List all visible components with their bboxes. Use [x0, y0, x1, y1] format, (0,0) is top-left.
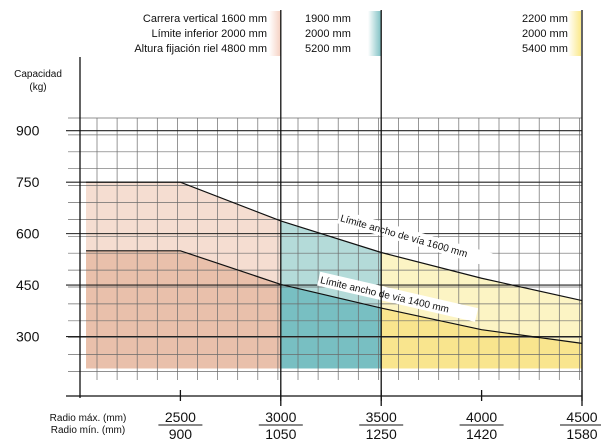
- config-2-color-swatch: [368, 11, 381, 56]
- axes: [66, 10, 583, 406]
- x-tick-min-1050: 1050: [265, 426, 296, 441]
- config-1-line-1: Carrera vertical 1600 mm: [143, 13, 267, 25]
- x-tick-max-4500: 4500: [566, 409, 597, 425]
- x-tick-min-900: 900: [169, 426, 193, 441]
- x-tick-min-1420: 1420: [466, 426, 497, 441]
- y-tick-600: 600: [16, 226, 40, 242]
- config-2-line-1: 1900 mm: [305, 13, 351, 25]
- y-tick-300: 300: [16, 329, 40, 345]
- config-1-line-3: Altura fijación riel 4800 mm: [134, 43, 267, 55]
- config-1-line-2: Límite inferior 2000 mm: [151, 28, 267, 40]
- config-group-1: Carrera vertical 1600 mm Límite inferior…: [134, 11, 281, 56]
- area-lower-teal: [280, 284, 382, 369]
- x-tick-max-4000: 4000: [466, 409, 497, 425]
- x-tick-min-1580: 1580: [566, 426, 597, 441]
- config-3-line-3: 5400 mm: [522, 43, 568, 55]
- y-tick-900: 900: [16, 123, 40, 139]
- limit-line-2: [86, 250, 583, 345]
- y-axis-label-unit: (kg): [29, 82, 46, 93]
- config-group-2: 1900 mm 2000 mm 5200 mm: [305, 11, 381, 56]
- config-2-line-3: 5200 mm: [305, 43, 351, 55]
- limit-label-bg: [336, 209, 497, 268]
- x-tick-max-3000: 3000: [265, 409, 296, 425]
- limit-label-bg: [317, 271, 479, 322]
- limit-line-1: [86, 181, 583, 302]
- area-lower-salmon: [86, 250, 281, 369]
- y-tick-labels: 300 450 600 750 900: [16, 123, 40, 345]
- x-axis-label-max: Radio máx. (mm): [50, 413, 127, 424]
- config-group-3: 2200 mm 2000 mm 5400 mm: [522, 11, 581, 56]
- config-2-line-2: 2000 mm: [305, 28, 351, 40]
- x-tick-max-2500: 2500: [165, 409, 196, 425]
- x-tick-max-3500: 3500: [366, 409, 397, 425]
- config-3-line-1: 2200 mm: [522, 13, 568, 25]
- limit-lines: [86, 181, 583, 345]
- y-axis-label: Capacidad: [14, 69, 62, 80]
- config-1-color-swatch: [269, 11, 281, 56]
- x-tick-min-1250: 1250: [366, 426, 397, 441]
- config-3-color-swatch: [568, 11, 581, 56]
- area-lower-yellow: [381, 308, 582, 369]
- capacity-areas: [86, 182, 582, 369]
- config-header: Carrera vertical 1600 mm Límite inferior…: [134, 11, 581, 56]
- y-tick-750: 750: [16, 174, 40, 190]
- x-axis-label-min: Radio mín. (mm): [51, 425, 125, 436]
- config-3-line-2: 2000 mm: [522, 28, 568, 40]
- grid: [66, 117, 582, 380]
- y-tick-450: 450: [16, 277, 40, 293]
